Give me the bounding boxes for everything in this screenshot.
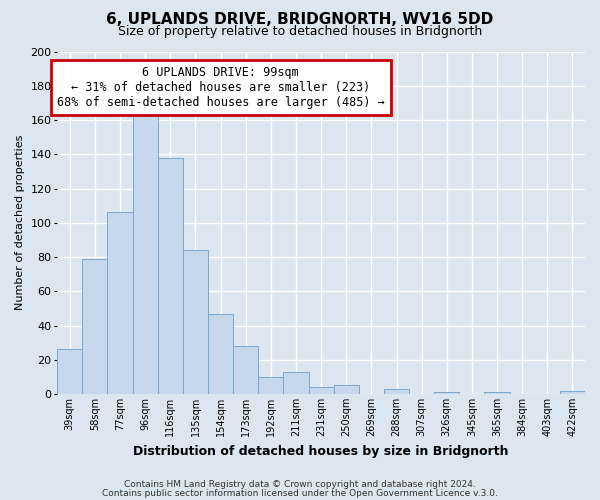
Bar <box>57 350 82 394</box>
Y-axis label: Number of detached properties: Number of detached properties <box>15 135 25 310</box>
Bar <box>283 372 308 394</box>
Bar <box>208 314 233 394</box>
Text: 6 UPLANDS DRIVE: 99sqm
← 31% of detached houses are smaller (223)
68% of semi-de: 6 UPLANDS DRIVE: 99sqm ← 31% of detached… <box>57 66 385 109</box>
Text: 6, UPLANDS DRIVE, BRIDGNORTH, WV16 5DD: 6, UPLANDS DRIVE, BRIDGNORTH, WV16 5DD <box>106 12 494 28</box>
Bar <box>308 387 334 394</box>
Bar <box>560 390 585 394</box>
Text: Size of property relative to detached houses in Bridgnorth: Size of property relative to detached ho… <box>118 25 482 38</box>
Bar <box>384 389 409 394</box>
Bar <box>334 386 359 394</box>
Bar <box>434 392 460 394</box>
Bar <box>233 346 258 394</box>
Bar <box>82 258 107 394</box>
Text: Contains HM Land Registry data © Crown copyright and database right 2024.: Contains HM Land Registry data © Crown c… <box>124 480 476 489</box>
Bar <box>183 250 208 394</box>
Bar <box>133 108 158 394</box>
Bar <box>158 158 183 394</box>
Bar <box>258 377 283 394</box>
Bar <box>107 212 133 394</box>
Text: Contains public sector information licensed under the Open Government Licence v.: Contains public sector information licen… <box>102 488 498 498</box>
X-axis label: Distribution of detached houses by size in Bridgnorth: Distribution of detached houses by size … <box>133 444 509 458</box>
Bar <box>484 392 509 394</box>
